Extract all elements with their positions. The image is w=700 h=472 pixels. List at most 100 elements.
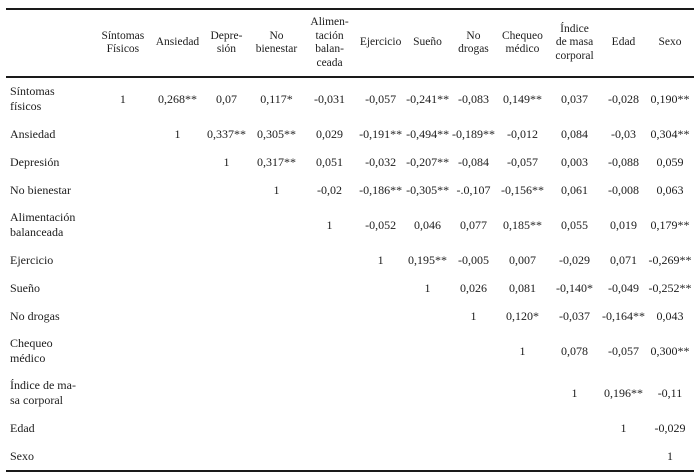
correlation-cell: [152, 442, 203, 471]
correlation-cell: -0,012: [506, 126, 538, 141]
correlation-cell: [94, 274, 152, 302]
table-body: Síntomas físicos 1 0,268** 0,07 0,117* -0,031…: [6, 77, 694, 471]
correlation-cell: 0,071: [610, 252, 637, 267]
table-row: No bienestar 1 -0,02 -0,186** -0,305** -.0,10…: [6, 176, 694, 204]
correlation-cell: -.0,107: [456, 182, 491, 197]
correlation-cell: -0,029: [559, 252, 590, 267]
correlation-cell: [405, 414, 450, 442]
correlation-cell: [497, 442, 548, 471]
column-header: Sexo: [645, 9, 694, 79]
correlation-cell: -0,164**: [602, 308, 646, 323]
correlation-cell: [152, 176, 203, 204]
correlation-cell: [203, 302, 250, 330]
correlation-cell: [250, 442, 303, 471]
table-row: Ansiedad 1 0,337** 0,305** 0,029 -0,191** -0,4…: [6, 120, 694, 148]
table-row: Ejercicio 1 0,195** -0,005 0,007 -0,029 0,071-…: [6, 246, 694, 274]
correlation-cell: -0,03: [611, 126, 636, 141]
correlation-cell: 0,120*: [505, 308, 539, 323]
correlation-table: Síntomas Físicos Ansiedad Depre- sión No bi…: [6, 8, 694, 472]
row-header: Edad: [10, 420, 35, 435]
row-header: Chequeo médico: [10, 336, 53, 366]
correlation-cell: -0,008: [608, 182, 639, 197]
correlation-cell: [203, 204, 250, 246]
correlation-cell: -0,189**: [451, 126, 495, 141]
correlation-cell: -0,057: [506, 154, 538, 169]
correlation-cell: -0,049: [608, 280, 639, 295]
correlation-cell: 1: [571, 385, 578, 400]
correlation-cell: [203, 372, 250, 414]
correlation-cell: 0,305**: [256, 126, 296, 141]
correlation-cell: -0,029: [654, 420, 686, 435]
column-header: Depre- sión: [202, 9, 250, 79]
correlation-cell: 0,268**: [157, 91, 197, 106]
correlation-cell: [203, 414, 250, 442]
row-header: Sueño: [10, 280, 40, 295]
correlation-cell: [405, 442, 450, 471]
correlation-cell: [250, 414, 303, 442]
correlation-cell: 1: [519, 343, 526, 358]
correlation-cell: 1: [174, 126, 181, 141]
correlation-cell: [356, 442, 405, 471]
correlation-cell: [152, 372, 203, 414]
column-header: Ejercicio: [356, 9, 406, 79]
correlation-cell: -0,088: [608, 154, 639, 169]
row-header: Ansiedad: [10, 126, 56, 141]
correlation-cell: [548, 414, 601, 442]
correlation-cell: [152, 274, 203, 302]
correlation-cell: [356, 414, 405, 442]
correlation-cell: 0,149**: [502, 91, 542, 106]
correlation-cell: -0,156**: [500, 182, 544, 197]
table-row: Sexo 1: [6, 442, 694, 471]
table-row: Depresión 1 0,317** 0,051 -0,032 -0,207** -0,0…: [6, 148, 694, 176]
correlation-cell: [203, 176, 250, 204]
table-row: Síntomas físicos 1 0,268** 0,07 0,117* -0,031…: [6, 77, 694, 120]
column-header: Índice de masa corporal: [547, 9, 602, 79]
correlation-cell: [152, 302, 203, 330]
correlation-cell: -0,02: [317, 182, 343, 197]
correlation-cell: 1: [119, 91, 126, 106]
correlation-cell: 1: [377, 252, 384, 267]
correlation-cell: 1: [666, 448, 673, 463]
row-header: No drogas: [10, 308, 60, 323]
correlation-cell: 0,304**: [650, 126, 690, 141]
correlation-cell: -0,057: [365, 91, 397, 106]
correlation-cell: 0,317**: [256, 154, 296, 169]
correlation-cell: 0,003: [561, 154, 588, 169]
correlation-cell: [303, 246, 356, 274]
correlation-cell: 1: [223, 154, 230, 169]
correlation-cell: 0,037: [561, 91, 588, 106]
correlation-cell: -0,241**: [406, 91, 450, 106]
correlation-cell: -0,032: [365, 154, 397, 169]
table-row: Índice de ma- sa corporal 1 0,196** -0,11: [6, 372, 694, 414]
correlation-cell: 0,078: [561, 343, 588, 358]
correlation-cell: [303, 372, 356, 414]
correlation-cell: [497, 372, 548, 414]
table-row: Edad 1 -0,029: [6, 414, 694, 442]
correlation-cell: -0,11: [657, 385, 683, 400]
correlation-cell: [405, 302, 450, 330]
row-header: Ejercicio: [10, 252, 54, 267]
correlation-cell: [152, 204, 203, 246]
correlation-cell: [94, 204, 152, 246]
table-row: Sueño 1 0,026 0,081 -0,140* -0,049 -0,252**: [6, 274, 694, 302]
row-header: Síntomas físicos: [10, 84, 55, 114]
correlation-cell: -0,083: [457, 91, 489, 106]
column-header: No drogas: [449, 9, 497, 79]
correlation-cell: -0,052: [365, 217, 397, 232]
correlation-cell: [303, 442, 356, 471]
correlation-cell: 0,059: [656, 154, 684, 169]
correlation-cell: 0,185**: [502, 217, 542, 232]
column-header: No bienestar: [249, 9, 304, 79]
correlation-cell: [94, 246, 152, 274]
row-header: Alimentación balanceada: [10, 210, 76, 240]
correlation-cell: -0,084: [457, 154, 489, 169]
correlation-cell: 0,084: [561, 126, 588, 141]
correlation-cell: [94, 148, 152, 176]
correlation-cell: [356, 330, 405, 372]
correlation-cell: [94, 372, 152, 414]
correlation-cell: [356, 372, 405, 414]
correlation-cell: -0,186**: [359, 182, 403, 197]
correlation-cell: 0,07: [215, 91, 237, 106]
correlation-cell: [303, 302, 356, 330]
correlation-cell: [405, 372, 450, 414]
